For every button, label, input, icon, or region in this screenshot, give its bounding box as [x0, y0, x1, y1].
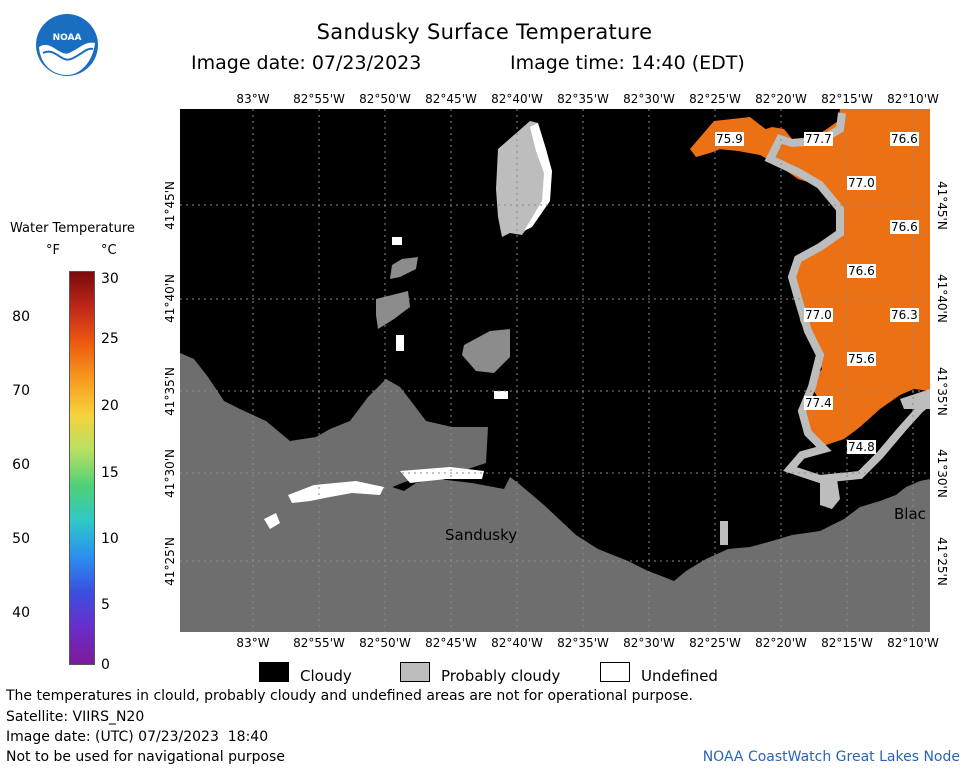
c-tick-0: 0 — [101, 657, 110, 673]
lon-label-top: 82°25'W — [689, 92, 741, 106]
graticule — [180, 109, 930, 632]
f-tick-50: 50 — [12, 531, 30, 547]
lon-label-top: 82°55'W — [293, 92, 345, 106]
temp-label: 77.7 — [804, 132, 833, 146]
c-tick-20: 20 — [101, 398, 119, 414]
c-tick-5: 5 — [101, 597, 110, 613]
image-date: Image date: 07/23/2023 — [191, 52, 422, 74]
temp-label: 75.9 — [715, 132, 744, 146]
temp-label: 76.6 — [890, 132, 919, 146]
undefined-shore-strip-3 — [264, 513, 280, 529]
lon-label-bottom: 82°35'W — [557, 636, 609, 650]
page-title: Sandusky Surface Temperature — [316, 20, 653, 44]
temp-label: 77.0 — [804, 308, 833, 322]
temp-label: 76.6 — [890, 220, 919, 234]
land-area — [180, 353, 930, 632]
noaa-logo-text: NOAA — [52, 33, 82, 43]
lon-label-top: 82°45'W — [425, 92, 477, 106]
lat-label-right: 41°25'N — [935, 537, 949, 586]
map-panel: 75.9 77.7 76.6 77.0 76.6 76.6 77.0 76.3 … — [180, 109, 930, 632]
undefined-islet — [494, 391, 508, 399]
lon-label-top: 82°15'W — [821, 92, 873, 106]
lon-label-bottom: 82°55'W — [293, 636, 345, 650]
f-tick-70: 70 — [12, 383, 30, 399]
lat-label-right: 41°35'N — [935, 367, 949, 416]
colorbar — [69, 271, 95, 665]
unit-fahrenheit: °F — [46, 243, 60, 258]
probably-cloudy-patch — [820, 473, 840, 509]
temp-label: 76.3 — [890, 308, 919, 322]
key-label-undefined: Undefined — [641, 667, 718, 685]
probably-cloudy-islet-1 — [390, 257, 418, 279]
lat-label-left: 41°45'N — [163, 181, 177, 230]
key-label-probably-cloudy: Probably cloudy — [441, 667, 561, 685]
key-swatch-undefined — [600, 662, 630, 682]
disclaimer-text: The temperatures in clould, probably clo… — [6, 688, 693, 704]
navigation-note: Not to be used for navigational purpose — [6, 749, 285, 765]
c-tick-25: 25 — [101, 331, 119, 347]
lat-label-left: 41°35'N — [163, 367, 177, 416]
lat-label-left: 41°30'N — [163, 449, 177, 498]
colorbar-title: Water Temperature — [10, 221, 135, 236]
map-svg — [180, 109, 930, 632]
key-swatch-probably-cloudy — [400, 662, 430, 682]
lat-label-right: 41°40'N — [935, 274, 949, 323]
undefined-islet-3 — [396, 335, 404, 351]
lon-label-bottom: 82°15'W — [821, 636, 873, 650]
temp-label: 77.0 — [847, 176, 876, 190]
credit-text: NOAA CoastWatch Great Lakes Node — [702, 749, 960, 765]
noaa-logo: NOAA — [35, 13, 99, 77]
lon-label-bottom: 82°50'W — [359, 636, 411, 650]
probably-cloudy-east — [900, 389, 930, 409]
undefined-islet-2 — [392, 237, 402, 245]
utc-date-text: Image date: (UTC) 07/23/2023 18:40 — [6, 729, 269, 745]
probably-cloudy-patch-2 — [720, 521, 728, 545]
lat-label-right: 41°45'N — [935, 181, 949, 230]
shoreline-dot — [888, 487, 896, 495]
c-tick-10: 10 — [101, 531, 119, 547]
probably-cloudy-islet-3 — [462, 329, 510, 373]
lat-label-left: 41°25'N — [163, 537, 177, 586]
satellite-text: Satellite: VIIRS_N20 — [6, 709, 145, 725]
undefined-shore-strip — [288, 481, 384, 503]
c-tick-15: 15 — [101, 465, 119, 481]
c-tick-30: 30 — [101, 271, 119, 287]
warm-water-area — [718, 109, 930, 447]
lon-label-bottom: 82°40'W — [491, 636, 543, 650]
lon-label-top: 82°30'W — [623, 92, 675, 106]
undefined-shore-strip-2 — [400, 467, 484, 483]
lon-label-top: 82°50'W — [359, 92, 411, 106]
city-label-sandusky: Sandusky — [445, 526, 518, 544]
lon-label-bottom: 82°20'W — [755, 636, 807, 650]
key-label-cloudy: Cloudy — [300, 667, 352, 685]
f-tick-80: 80 — [12, 309, 30, 325]
lon-label-top: 82°20'W — [755, 92, 807, 106]
lon-label-top: 83°W — [236, 92, 270, 106]
lon-label-bottom: 82°45'W — [425, 636, 477, 650]
temp-label: 76.6 — [847, 264, 876, 278]
lon-label-top: 82°35'W — [557, 92, 609, 106]
temp-label: 74.8 — [847, 440, 876, 454]
undefined-edge-island — [524, 123, 552, 231]
lat-label-right: 41°30'N — [935, 449, 949, 498]
image-time: Image time: 14:40 (EDT) — [510, 52, 745, 74]
temp-label: 75.6 — [847, 352, 876, 366]
key-swatch-cloudy — [259, 662, 289, 682]
f-tick-40: 40 — [12, 605, 30, 621]
noaa-logo-icon — [36, 14, 98, 76]
lon-label-bottom: 82°30'W — [623, 636, 675, 650]
edge-label: Blac — [894, 505, 926, 523]
lat-label-left: 41°40'N — [163, 274, 177, 323]
lon-label-bottom: 83°W — [236, 636, 270, 650]
f-tick-60: 60 — [12, 457, 30, 473]
lon-label-top: 82°40'W — [491, 92, 543, 106]
unit-celsius: °C — [101, 243, 117, 258]
lon-label-top: 82°10'W — [887, 92, 939, 106]
temp-label: 77.4 — [804, 396, 833, 410]
lon-label-bottom: 82°10'W — [887, 636, 939, 650]
lon-label-bottom: 82°25'W — [689, 636, 741, 650]
